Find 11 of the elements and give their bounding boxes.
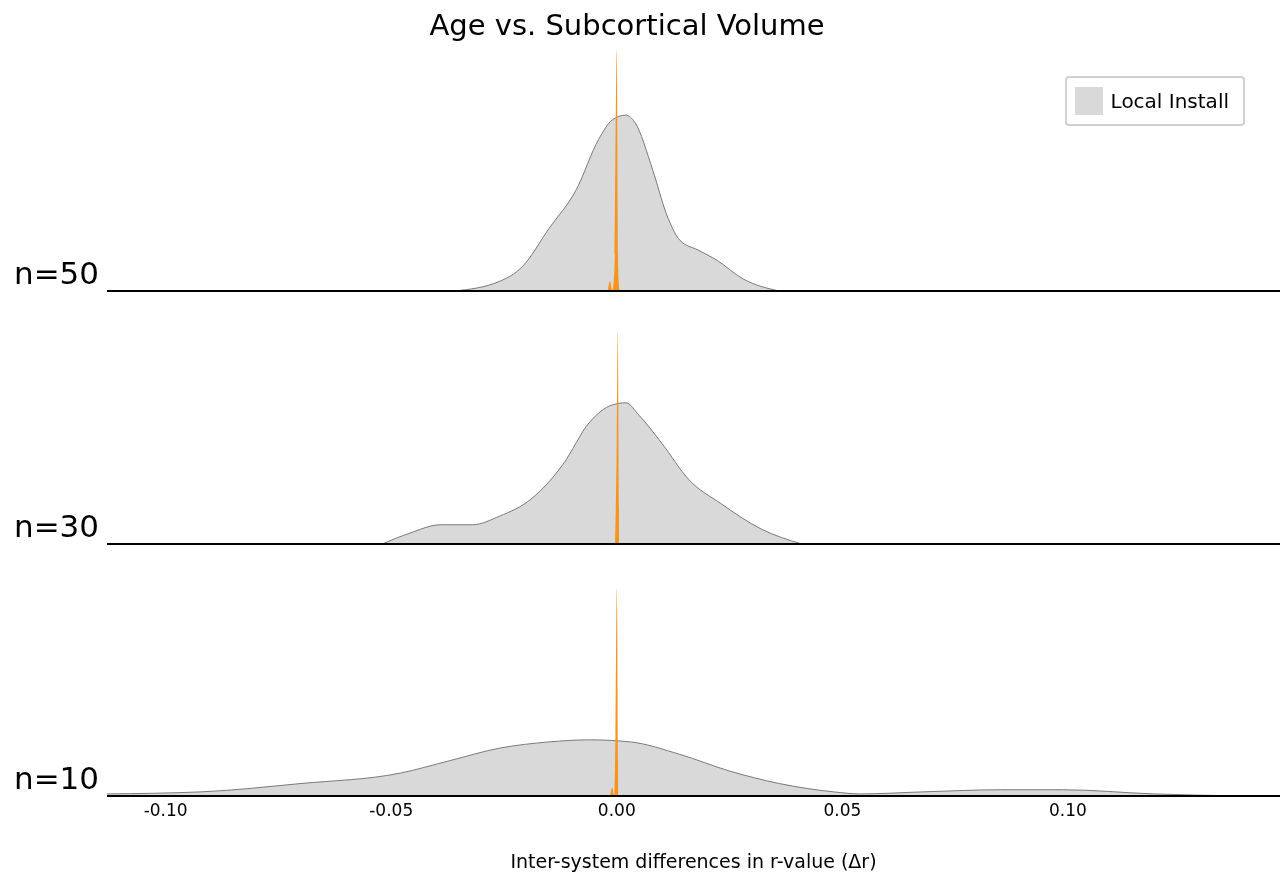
chart-title: Age vs. Subcortical Volume [428,8,826,42]
x-tick-label: 0.10 [1049,800,1087,821]
legend-label: Local Install [1110,89,1229,113]
y-axis-title: n=10 [14,760,100,796]
x-tick-label: -0.10 [143,800,188,821]
x-tick-label: 0.00 [597,800,636,821]
y-axis-title: n=50 [14,255,100,291]
x-tick-label: 0.05 [823,800,862,821]
x-axis-title: Inter-system differences in r-value (Δr) [510,850,877,872]
x-tick-label: -0.05 [369,800,414,821]
y-axis-title: n=30 [14,508,100,544]
